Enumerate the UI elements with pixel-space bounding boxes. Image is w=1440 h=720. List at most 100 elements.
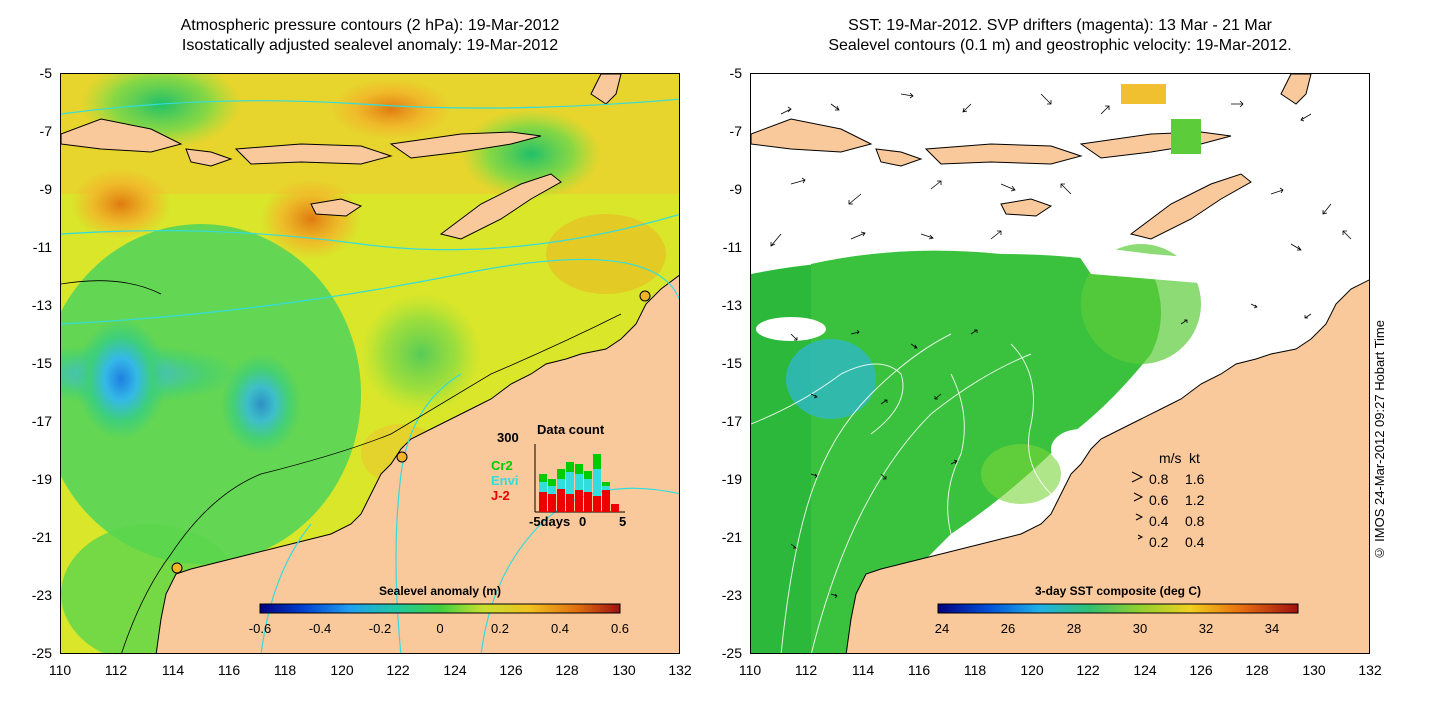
velocity-vectors <box>770 92 1352 599</box>
y-tick: -23 <box>31 587 52 603</box>
sst-patch-north <box>1171 119 1201 154</box>
y-tick: -21 <box>31 529 52 545</box>
blue-low-center <box>76 319 166 439</box>
x-tick: 122 <box>386 662 410 678</box>
sumba-island <box>1000 198 1053 217</box>
right-title: SST: 19-Mar-2012. SVP drifters (magenta)… <box>750 16 1370 56</box>
x-tick: 132 <box>1358 662 1382 678</box>
left-title-line1: Atmospheric pressure contours (2 hPa): 1… <box>180 17 560 34</box>
data-count-xtick: -5days <box>529 514 571 529</box>
x-tick: 130 <box>1302 662 1326 678</box>
sealevel-contours <box>751 333 1052 653</box>
speed-legend-ms: 0.4 <box>1149 513 1169 529</box>
green-mid-blob <box>361 294 481 414</box>
timor-island <box>1129 173 1252 240</box>
green-timor-blob <box>461 109 601 199</box>
java-island <box>751 118 873 153</box>
tide-gauge-marker <box>639 290 651 302</box>
colorbar-tick: 34 <box>1264 621 1280 636</box>
sst-colorbar-label: 3-day SST composite (deg C) <box>1034 584 1202 598</box>
data-count-xtick: 0 <box>579 514 587 529</box>
y-tick: -21 <box>721 529 742 545</box>
sealevel-map-canvas <box>61 74 679 653</box>
y-tick: -7 <box>39 123 52 139</box>
sumbawa-island <box>924 143 1083 165</box>
x-tick: 118 <box>273 662 297 678</box>
x-tick: 120 <box>330 662 354 678</box>
x-tick: 116 <box>907 662 931 678</box>
colorbar-tick: 0.6 <box>610 621 630 636</box>
sealevel-contours <box>61 280 622 653</box>
x-tick: 112 <box>104 662 128 678</box>
y-tick: -11 <box>32 239 52 255</box>
speed-legend-kt: 0.4 <box>1185 534 1205 550</box>
speed-legend-kt: 1.2 <box>1185 492 1205 508</box>
y-tick: -19 <box>31 471 52 487</box>
colorbar-tick: -0.6 <box>248 621 272 636</box>
y-tick: -17 <box>31 413 52 429</box>
right-title-line1: SST: 19-Mar-2012. SVP drifters (magenta)… <box>848 17 1272 34</box>
x-tick: 112 <box>794 662 818 678</box>
colorbar-tick: 24 <box>934 621 950 636</box>
x-tick: 132 <box>668 662 692 678</box>
flores-island <box>389 131 542 159</box>
legend-j2: J-2 <box>491 488 510 503</box>
speed-legend-header-ms: m/s <box>1159 450 1182 466</box>
y-tick: -9 <box>39 181 52 197</box>
y-tick: -19 <box>721 471 742 487</box>
orange-centre-blob <box>261 179 361 259</box>
colorbar-tick: -0.2 <box>368 621 392 636</box>
australia-land <box>845 279 1369 653</box>
y-tick: -15 <box>31 355 52 371</box>
legend-envi: Envi <box>491 473 519 488</box>
y-tick: -25 <box>721 645 742 661</box>
x-tick: 110 <box>48 662 72 678</box>
x-tick: 126 <box>1189 662 1213 678</box>
y-tick: -13 <box>721 297 742 313</box>
cloud-gap <box>756 317 826 341</box>
warm-sst-patch <box>981 444 1061 504</box>
speed-legend-ms: 0.6 <box>1149 492 1169 508</box>
y-tick: -5 <box>729 65 742 81</box>
north-islands <box>590 74 622 105</box>
sumbawa-island <box>234 143 393 165</box>
x-tick: 118 <box>963 662 987 678</box>
colorbar-tick: -0.4 <box>308 621 332 636</box>
speed-legend-header-kt: kt <box>1189 450 1200 466</box>
orange-west-blob <box>71 169 171 239</box>
y-tick: -25 <box>31 645 52 661</box>
colorbar-tick: 0.2 <box>490 621 510 636</box>
y-tick: -9 <box>729 181 742 197</box>
x-tick: 120 <box>1020 662 1044 678</box>
credit-text: © IMOS 24-Mar-2012 09:27 Hobart Time <box>1372 320 1387 561</box>
left-title: Atmospheric pressure contours (2 hPa): 1… <box>60 16 680 56</box>
sealevel-colorbar <box>259 603 621 614</box>
x-tick: 128 <box>1245 662 1269 678</box>
sealevel-colorbar-label: Sealevel anomaly (m) <box>378 584 502 598</box>
orange-north-blob <box>331 79 451 139</box>
colorbar-tick: 28 <box>1066 621 1082 636</box>
speed-legend-kt: 1.6 <box>1185 471 1205 487</box>
y-tick: -7 <box>729 123 742 139</box>
speed-legend-arrows <box>1131 471 1144 540</box>
australia-land <box>155 274 679 653</box>
colorbar-tick: 30 <box>1132 621 1148 636</box>
blue-low-east <box>221 354 301 454</box>
data-count-title: Data count <box>537 422 605 437</box>
sst-field-upper <box>811 250 1161 653</box>
data-count-bars <box>539 454 619 512</box>
x-tick: 124 <box>443 662 467 678</box>
colorbar-tick: 26 <box>1000 621 1016 636</box>
speed-legend-kt: 0.8 <box>1185 513 1205 529</box>
data-count-xtick: 5 <box>619 514 627 529</box>
tide-gauge-marker <box>396 451 408 463</box>
orange-east-blob <box>546 214 666 294</box>
sumba-island <box>310 198 363 217</box>
timor-island <box>439 173 562 240</box>
y-tick: -13 <box>31 297 52 313</box>
bali-lombok-island <box>185 148 233 167</box>
y-tick: -17 <box>721 413 742 429</box>
sealevel-map: Sealevel anomaly (m) -0.6 -0.4 -0.2 0 0.… <box>60 73 680 654</box>
x-tick: 124 <box>1133 662 1157 678</box>
sst-map: 3-day SST composite (deg C) 24 26 28 30 … <box>750 73 1370 654</box>
